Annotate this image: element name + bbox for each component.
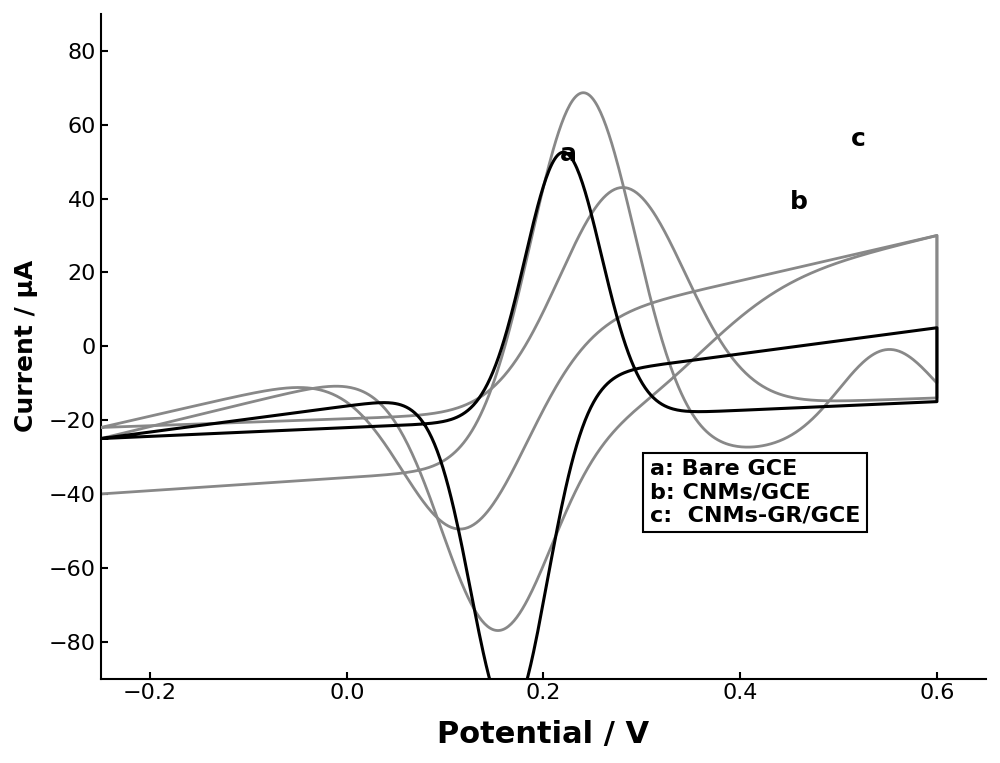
Text: a: Bare GCE
b: CNMs/GCE
c:  CNMs-GR/GCE: a: Bare GCE b: CNMs/GCE c: CNMs-GR/GCE xyxy=(650,459,860,526)
Text: c: c xyxy=(851,127,866,151)
Y-axis label: Current / μA: Current / μA xyxy=(14,260,38,433)
Text: a: a xyxy=(560,142,577,166)
Text: b: b xyxy=(790,190,808,214)
X-axis label: Potential / V: Potential / V xyxy=(437,720,650,749)
